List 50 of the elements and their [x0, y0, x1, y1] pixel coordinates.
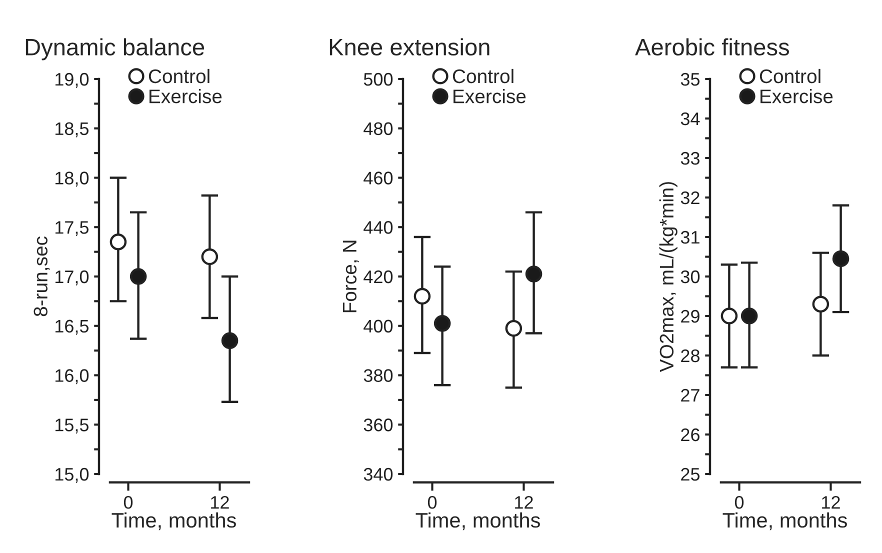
y-tick-label: 18,0 [56, 172, 89, 187]
x-tick-label: 12 [822, 496, 840, 509]
y-tick-label: 28 [681, 349, 700, 362]
y-axis-title: Force, N [342, 240, 359, 312]
x-tick-label: 0 [428, 496, 437, 509]
y-tick-label: 30 [680, 270, 700, 284]
y-tick-label: 480 [364, 122, 393, 136]
legend-label: Control [760, 68, 820, 84]
y-tick-label: 32 [680, 191, 700, 204]
x-axis-title: Time, months [416, 512, 540, 530]
chart-title: Dynamic balance [26, 38, 204, 60]
y-tick-label: 27 [681, 388, 700, 402]
legend-label: Exercise [454, 88, 526, 104]
y-tick-label: 18,5 [56, 122, 89, 138]
y-tick-label: 35 [680, 72, 700, 86]
legend-label: Exercise [150, 88, 222, 104]
y-tick-label: 16,5 [56, 320, 89, 335]
y-tick-label: 15,0 [56, 468, 89, 483]
y-tick-label: 16,0 [56, 369, 89, 384]
x-tick-label: 0 [124, 496, 133, 509]
x-axis-title: Time, months [722, 512, 847, 530]
chart-title: Aerobic fitness [635, 38, 790, 56]
y-tick-label: 500 [364, 72, 393, 86]
y-tick-label: 15,5 [56, 418, 89, 434]
y-tick-label: 340 [364, 468, 393, 481]
x-tick-label: 0 [734, 496, 744, 509]
y-axis-title: 8-run,sec [34, 236, 50, 316]
y-tick-label: 440 [364, 221, 393, 234]
chart-title: Knee extension [330, 38, 490, 56]
y-tick-label: 19,0 [56, 72, 89, 88]
y-tick-label: 400 [364, 320, 393, 333]
y-tick-label: 33 [680, 152, 700, 165]
x-axis-title: Time, months [112, 512, 236, 530]
x-tick-label: 12 [211, 496, 229, 509]
y-tick-label: 31 [680, 230, 700, 244]
y-tick-label: 17,0 [56, 270, 89, 286]
y-tick-label: 360 [364, 418, 393, 432]
y-tick-label: 29 [681, 310, 700, 323]
legend-label: Control [148, 68, 210, 84]
y-tick-label: 25 [681, 468, 700, 481]
x-tick-label: 12 [515, 496, 533, 509]
y-axis-title: VO2max, mL/(kg*min) [659, 182, 678, 372]
y-tick-label: 26 [681, 428, 700, 442]
y-tick-label: 17,5 [56, 221, 89, 236]
legend-label: Exercise [760, 88, 833, 104]
y-tick-label: 420 [364, 270, 393, 284]
legend-label: Control [452, 68, 514, 84]
y-tick-label: 380 [364, 369, 393, 382]
y-tick-label: 34 [680, 112, 700, 126]
y-tick-label: 460 [364, 172, 393, 184]
